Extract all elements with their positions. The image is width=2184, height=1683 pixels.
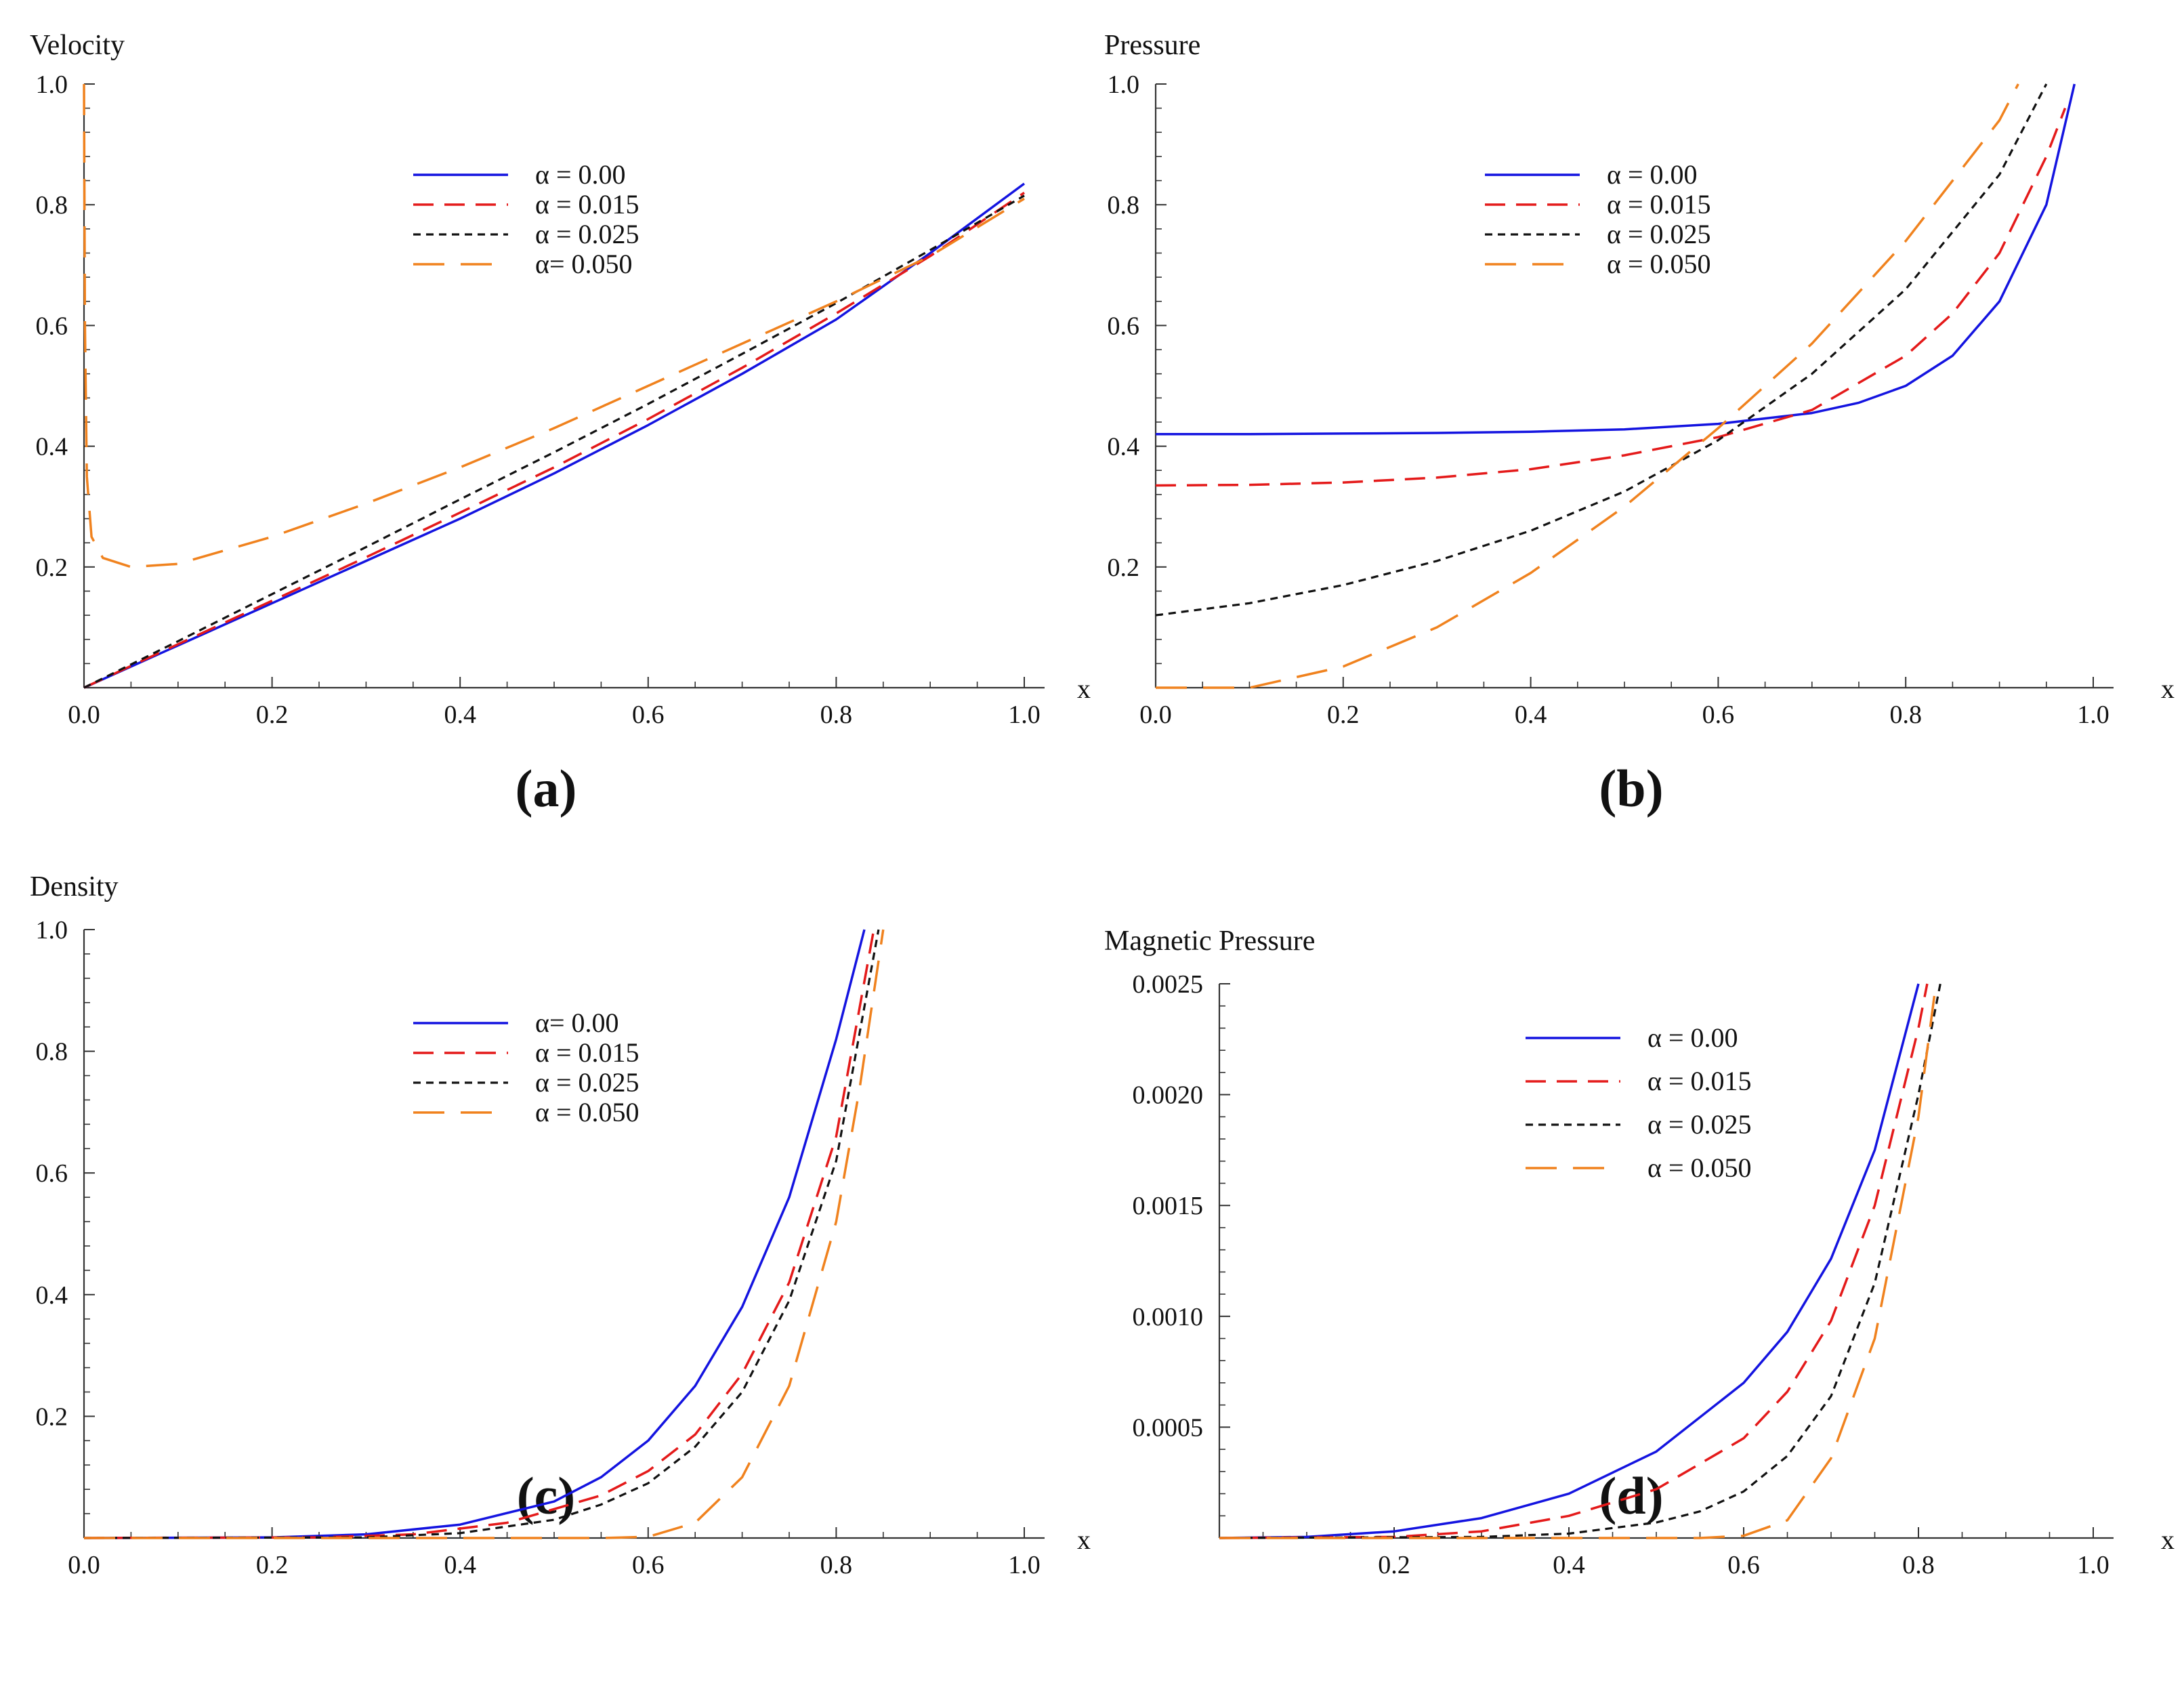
chart-c-legend-label-red: α = 0.015	[535, 1037, 639, 1068]
chart-a-legend-label-black: α = 0.025	[535, 219, 639, 249]
chart-c-y-tick-label: 1.0	[36, 916, 68, 944]
chart-b-x-tick-label: 1.0	[2077, 701, 2109, 729]
chart-b-y-tick-label: 0.2	[1108, 554, 1140, 582]
chart-c-xlabel: x	[1077, 1524, 1091, 1555]
chart-d-y-tick-label: 0.0025	[1133, 970, 1204, 999]
chart-a-panel-label: (a)	[516, 759, 577, 818]
chart-b-x-tick-label: 0.0	[1139, 701, 1172, 729]
chart-a-x-tick-label: 0.8	[820, 701, 853, 729]
chart-c-y-tick-label: 0.8	[36, 1038, 68, 1066]
chart-b-svg: Pressure x (b) 0.0 0.2 0.4 0.6 0.8 1.0 0.2 0.4 0…	[1104, 30, 2175, 818]
chart-b-y-tick-label: 0.6	[1108, 312, 1140, 340]
chart-b-series-black	[1155, 83, 2048, 617]
chart-a-series-orange	[83, 83, 1025, 568]
chart-b-y-tick-label: 0.4	[1108, 433, 1140, 461]
chart-b-series-blue	[1156, 83, 2076, 436]
chart-b-xlabel: x	[2161, 673, 2175, 704]
chart-c-legend-label-blue: α= 0.00	[535, 1007, 619, 1038]
chart-c-series-red	[83, 929, 875, 1539]
chart-b-x-tick-label: 0.8	[1889, 701, 1922, 729]
chart-d-series-black	[1219, 983, 1941, 1539]
chart-d-legend-label-blue: α = 0.00	[1647, 1022, 1738, 1053]
chart-c-y-tick-label: 0.6	[36, 1159, 68, 1188]
chart-d-y-tick-label: 0.0015	[1133, 1192, 1204, 1220]
chart-d-x-tick-label: 0.2	[1378, 1551, 1410, 1579]
chart-c-series-blue	[83, 929, 866, 1539]
chart-c-series-black	[83, 929, 880, 1539]
chart-d-legend-label-orange: α = 0.050	[1647, 1152, 1752, 1183]
chart-b-series-orange	[1156, 83, 2019, 689]
chart-b-ylabel: Pressure	[1104, 30, 1200, 61]
chart-a-x-tick-label: 1.0	[1008, 701, 1041, 729]
chart-b-x-tick-label: 0.4	[1515, 701, 1547, 729]
chart-c-y-tick-label: 0.4	[36, 1281, 68, 1310]
chart-b-legend-label-black: α = 0.025	[1607, 219, 1711, 249]
chart-a-legend-label-red: α = 0.015	[535, 189, 639, 220]
chart-a-legend-label-blue: α = 0.00	[535, 159, 626, 190]
chart-panel-b: Pressure x (b) 0.0 0.2 0.4 0.6 0.8 1.0 0.2 0.4 0…	[1092, 0, 2184, 842]
chart-d-y-tick-label: 0.0020	[1133, 1081, 1204, 1110]
chart-c-ylabel: Density	[30, 871, 119, 902]
chart-b-y-tick-label: 0.8	[1108, 191, 1140, 220]
chart-a-y-tick-label: 0.4	[36, 433, 68, 461]
chart-a-x-tick-label: 0.0	[68, 701, 100, 729]
chart-c-x-tick-label: 0.4	[444, 1551, 476, 1579]
chart-c-x-tick-label: 0.0	[68, 1551, 100, 1579]
chart-d-series-orange	[1219, 983, 1937, 1539]
chart-a-y-tick-label: 0.8	[36, 191, 68, 220]
chart-a-x-tick-label: 0.6	[632, 701, 665, 729]
chart-panel-a: Velocity x (a) 0.0 0.2 0.4 0.6 0.8 1.0 0.2 0.4 0…	[0, 0, 1092, 842]
chart-a-xlabel: x	[1077, 673, 1091, 704]
chart-c-x-tick-label: 0.2	[256, 1551, 289, 1579]
chart-c-legend-label-orange: α = 0.050	[535, 1097, 639, 1127]
chart-d-y-tick-label: 0.0005	[1133, 1413, 1204, 1442]
chart-a-x-tick-label: 0.4	[444, 701, 476, 729]
chart-a-legend-label-orange: α= 0.050	[535, 249, 633, 279]
chart-a-y-tick-label: 0.6	[36, 312, 68, 340]
chart-d-ylabel: Magnetic Pressure	[1104, 926, 1315, 957]
chart-c-x-tick-label: 0.8	[820, 1551, 853, 1579]
chart-c-legend-label-black: α = 0.025	[535, 1067, 639, 1098]
chart-a-y-tick-label: 1.0	[36, 70, 68, 99]
chart-a-x-tick-label: 0.2	[256, 701, 289, 729]
chart-d-legend-label-red: α = 0.015	[1647, 1066, 1752, 1096]
chart-b-legend-label-blue: α = 0.00	[1607, 159, 1698, 190]
chart-d-svg: Magnetic Pressure x (d) 0.2 0.4 0.6 0.8 1.00…	[1104, 926, 2175, 1579]
chart-b-x-tick-label: 0.2	[1327, 701, 1360, 729]
chart-panel-d: Magnetic Pressure x (d) 0.2 0.4 0.6 0.8 1.0 0…	[1092, 842, 2184, 1683]
chart-a-series-blue	[83, 182, 1026, 689]
chart-d-x-tick-label: 0.4	[1553, 1551, 1585, 1579]
chart-c-series-orange	[84, 929, 885, 1539]
chart-b-legend-label-red: α = 0.015	[1607, 189, 1711, 220]
chart-a-series-red	[83, 191, 1025, 689]
chart-d-series-red	[1219, 983, 1929, 1539]
chart-d-xlabel: x	[2161, 1524, 2175, 1555]
chart-c-svg: Density x (c) 0.0 0.2 0.4 0.6 0.8 1.00.20.40.…	[30, 871, 1091, 1579]
chart-c-x-tick-label: 0.6	[632, 1551, 665, 1579]
chart-b-panel-label: (b)	[1599, 759, 1663, 818]
chart-a-y-tick-label: 0.2	[36, 554, 68, 582]
chart-c-x-tick-label: 1.0	[1008, 1551, 1041, 1579]
chart-d-legend-label-black: α = 0.025	[1647, 1109, 1752, 1140]
chart-a-svg: Velocity x (a) 0.0 0.2 0.4 0.6 0.8 1.0 0.2 0.4 0…	[30, 30, 1091, 818]
chart-b-y-tick-label: 1.0	[1108, 70, 1140, 99]
chart-d-y-tick-label: 0.0010	[1133, 1303, 1204, 1331]
chart-c-y-tick-label: 0.2	[36, 1402, 68, 1431]
chart-b-legend-label-orange: α = 0.050	[1607, 249, 1711, 279]
chart-b-x-tick-label: 0.6	[1702, 701, 1735, 729]
chart-d-x-tick-label: 0.8	[1902, 1551, 1935, 1579]
chart-b-series-red	[1155, 107, 2067, 487]
chart-d-x-tick-label: 0.6	[1727, 1551, 1760, 1579]
chart-panel-c: Density x (c) 0.0 0.2 0.4 0.6 0.8 1.0 0.2 0.4 0.…	[0, 842, 1092, 1683]
chart-d-x-tick-label: 1.0	[2077, 1551, 2109, 1579]
chart-a-ylabel: Velocity	[30, 30, 125, 61]
chart-d-series-blue	[1219, 983, 1920, 1539]
